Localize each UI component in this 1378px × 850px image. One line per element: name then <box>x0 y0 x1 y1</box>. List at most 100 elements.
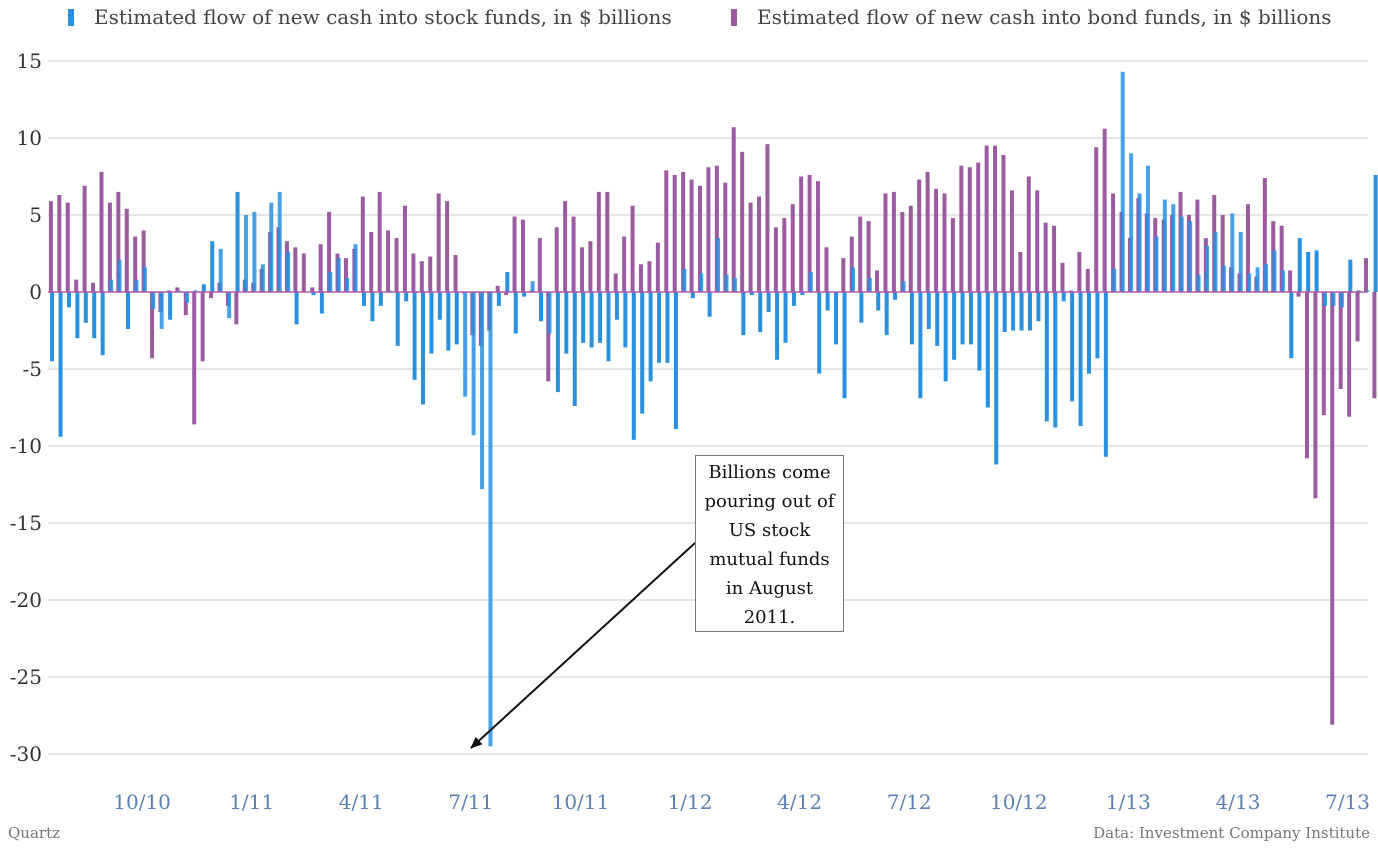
bond-flow-bar <box>630 205 635 292</box>
stock-flow-bar <box>581 292 586 343</box>
stock-flow-bar <box>1373 174 1378 292</box>
stock-flow-bar <box>547 292 552 334</box>
bond-flow-bar <box>588 241 593 292</box>
x-tick-label: 7/13 <box>1325 790 1370 814</box>
stock-flow-bar <box>421 292 426 405</box>
stock-flow-bar <box>1247 273 1252 292</box>
bond-flow-bar <box>1026 176 1031 292</box>
stock-flow-bar <box>218 248 223 292</box>
stock-flow-bar <box>319 292 324 314</box>
bond-flow-bar <box>1052 225 1057 292</box>
bond-flow-bar <box>807 174 812 292</box>
bond-flow-bar <box>858 216 863 292</box>
stock-flow-bar <box>1086 292 1091 374</box>
stock-flow-bar <box>1154 236 1159 292</box>
stock-flow-bar <box>1078 292 1083 426</box>
stock-flow-bar <box>66 292 71 308</box>
bond-flow-bar <box>900 211 905 292</box>
bond-flow-bar <box>908 205 913 292</box>
bond-flow-bar <box>723 182 728 292</box>
bond-flow-bar <box>571 216 576 292</box>
stock-flow-bar <box>58 292 63 437</box>
bond-flow-bar <box>1195 199 1200 292</box>
stock-flow-bar <box>850 267 855 292</box>
stock-flow-bar <box>109 279 114 292</box>
stock-flow-bar <box>294 292 299 325</box>
bond-flow-bar <box>107 202 112 292</box>
stock-flow-bar <box>631 292 636 440</box>
stock-flow-bar <box>690 292 695 299</box>
stock-flow-bar <box>589 292 594 348</box>
chart-legend: Estimated flow of new cash into stock fu… <box>0 5 1378 37</box>
bond-flow-bar <box>1338 292 1343 390</box>
stock-flow-bar <box>1213 231 1218 292</box>
stock-flow-bar <box>1272 250 1277 292</box>
y-tick-label: 10 <box>17 126 42 150</box>
stock-flow-bar <box>707 292 712 317</box>
stock-flow-bar <box>530 281 535 292</box>
stock-flow-bar <box>454 292 459 345</box>
bond-flow-bar <box>639 264 643 292</box>
bond-flow-bar <box>689 179 694 292</box>
bond-flow-bar <box>141 230 146 292</box>
stock-flow-bar <box>277 191 282 292</box>
stock-flow-bar <box>758 292 763 333</box>
stock-flow-bar <box>1002 292 1007 333</box>
bond-flow-bar <box>959 165 964 292</box>
bond-flow-bar <box>563 201 568 292</box>
annotation-arrow <box>470 542 696 749</box>
stock-flow-bar <box>994 292 999 465</box>
bond-flow-bar <box>99 171 104 292</box>
stock-flow-bar <box>1129 153 1134 292</box>
bond-flow-bar <box>234 292 239 325</box>
stock-flow-bar <box>1011 292 1016 331</box>
stock-flow-bar <box>1027 292 1032 331</box>
bond-flow-bar <box>82 185 87 292</box>
bond-flow-bar <box>74 279 79 292</box>
stock-flow-bar <box>463 292 468 397</box>
stock-flow-bar <box>1053 292 1058 428</box>
y-tick-label: -25 <box>10 665 42 689</box>
stock-flow-bar <box>387 290 392 292</box>
bond-flow-bar <box>1085 268 1090 292</box>
bond-flow-bar <box>942 193 947 292</box>
x-tick-label: 7/12 <box>887 790 932 814</box>
bond-flow-bar <box>664 170 669 292</box>
stock-flow-bar <box>640 292 645 414</box>
bond-flow-bar <box>436 193 441 292</box>
bond-flow-bar <box>57 194 62 292</box>
legend-label-stock: Estimated flow of new cash into stock fu… <box>94 5 672 29</box>
stock-flow-bar <box>412 292 417 380</box>
legend-label-bond: Estimated flow of new cash into bond fun… <box>757 5 1332 29</box>
x-tick-label: 10/12 <box>990 790 1048 814</box>
bond-flow-bar <box>419 261 424 292</box>
bond-flow-bar <box>883 193 888 292</box>
stock-flow-bar <box>952 292 957 360</box>
stock-flow-bar <box>168 292 173 320</box>
bond-flow-bar <box>386 230 391 292</box>
bond-flow-bar <box>394 238 399 292</box>
stock-flow-bar <box>648 292 653 382</box>
stock-flow-bar <box>125 292 130 329</box>
stock-flow-bar <box>505 271 510 292</box>
bond-flow-bar <box>849 236 854 292</box>
annotation-line: US stock <box>728 520 811 541</box>
stock-flow-bar <box>935 292 940 346</box>
bond-flow-bar <box>200 292 205 362</box>
bond-flow-bar <box>1035 190 1040 292</box>
stock-flow-bar <box>1044 292 1049 422</box>
bond-flow-bar <box>714 165 719 292</box>
bond-flow-bar <box>967 167 972 292</box>
stock-flow-bar <box>682 268 687 292</box>
stock-flow-bar <box>893 292 898 300</box>
bond-flow-bar <box>698 185 703 292</box>
stock-flow-bar <box>539 292 544 322</box>
bond-flow-bar <box>504 292 509 296</box>
stock-flow-bar <box>926 292 931 329</box>
bond-flow-bar <box>411 253 416 292</box>
stock-flow-bar <box>522 292 527 297</box>
bond-flow-bar <box>799 176 804 292</box>
stock-flow-bar <box>918 292 923 399</box>
bond-flow-bar <box>731 127 736 292</box>
